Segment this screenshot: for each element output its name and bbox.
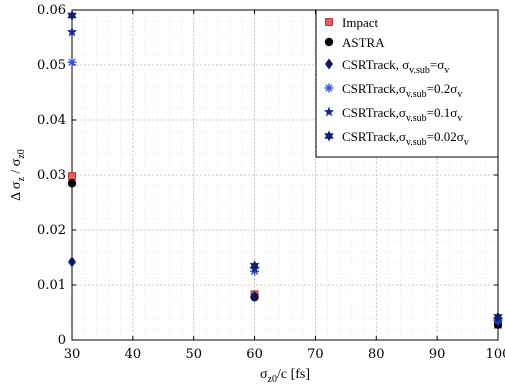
x-tick-label: 60 [246,347,263,362]
data-point [68,172,76,181]
legend-marker [324,130,334,142]
legend-marker [323,106,335,117]
legend-label-csrtrack-full: CSRTrack, σv.sub=σv [342,57,449,76]
x-tick-label: 30 [64,347,81,362]
legend-label-impact: Impact [342,15,378,30]
legend-label-csrtrack-0.2: CSRTrack,σv.sub=0.2σv [342,81,462,100]
legend: Impact ASTRA CSRTrack, σv.sub=σv CSRTrac… [315,9,499,158]
legend-marker-impact [325,18,333,26]
y-tick-label: 0.01 [37,278,66,293]
y-tick-label: 0 [58,333,66,348]
y-tick-label: 0.03 [37,168,66,183]
legend-marker [325,18,333,26]
y-tick-label: 0.04 [37,113,66,128]
data-point [493,311,503,323]
data-point [67,57,77,67]
x-tick-label: 90 [429,347,446,362]
legend-marker-csrtrack-0.02 [324,130,334,142]
legend-marker-csrtrack-0.1 [323,106,335,117]
legend-marker [324,83,334,93]
data-point [68,256,76,268]
legend-label-csrtrack-0.1: CSRTrack,σv.sub=0.1σv [342,105,462,124]
data-point [67,179,77,188]
x-tick-label: 50 [185,347,202,362]
y-tick-label: 0.02 [37,223,66,238]
legend-box [315,9,499,158]
y-axis-title: Δ σz / σz0 [9,149,27,201]
legend-marker-csrtrack-full [325,58,333,70]
y-tick-labels: 0 0.01 0.02 0.03 0.04 0.05 0.06 [37,3,66,348]
data-point [250,291,259,303]
series-5 [67,10,503,323]
x-tick-label: 70 [307,347,324,362]
x-tick-label: 100 [486,347,505,362]
y-tick-label: 0.05 [37,58,66,73]
x-tick-label: 40 [125,347,142,362]
legend-marker [324,37,334,47]
data-point [66,26,78,37]
data-points [66,10,504,329]
legend-label-csrtrack-0.02: CSRTrack,σv.sub=0.02σv [342,129,469,148]
y-tick-label: 0.06 [37,3,66,18]
data-point [67,10,77,21]
x-axis-title: σz0/c [fs] [260,367,310,385]
x-tick-labels: 30 40 50 60 70 80 90 100 [64,347,505,362]
legend-marker-astra [324,37,334,47]
x-tick-label: 80 [368,347,385,362]
data-point [249,260,260,272]
legend-marker-csrtrack-0.2 [324,83,334,93]
legend-marker [325,58,333,70]
legend-label-astra: ASTRA [342,35,385,50]
